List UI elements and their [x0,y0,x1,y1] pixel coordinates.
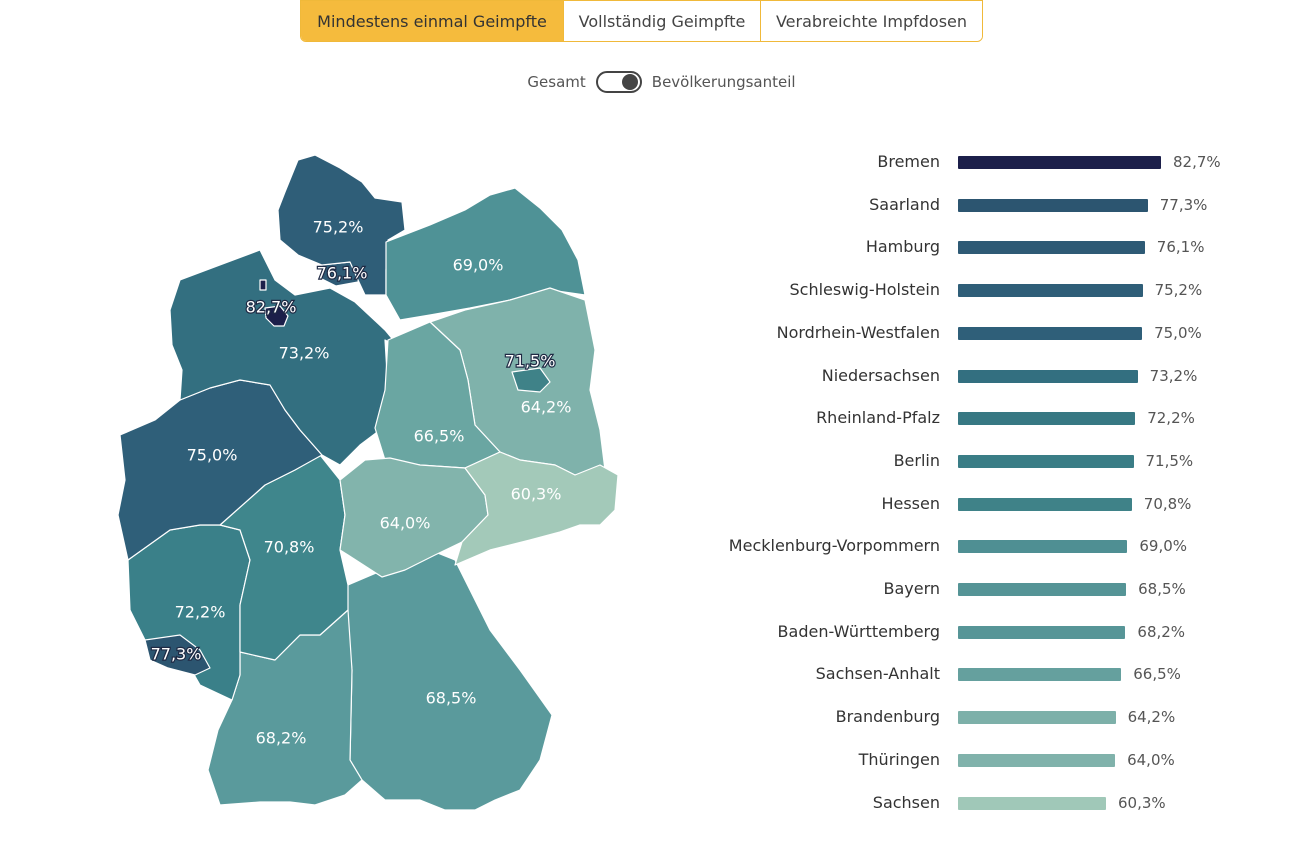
tab-verabreichte-impfdosen[interactable]: Verabreichte Impfdosen [760,1,982,41]
bar-row[interactable]: Brandenburg 64,2% [700,707,1260,727]
bar-category-label: Brandenburg [835,707,940,727]
bar[interactable] [958,198,1148,212]
bar-row[interactable]: Rheinland-Pfalz 72,2% [700,408,1260,428]
map-label-berlin: 71,5% [505,352,556,371]
map-label-hamburg: 76,1% [317,264,368,283]
bar-value-label: 69,0% [1139,537,1188,556]
bar-category-label: Sachsen-Anhalt [815,664,940,684]
map-label-brandenburg: 64,2% [521,398,572,417]
map-label-bremen: 82,7% [246,298,297,317]
bar[interactable] [958,583,1127,596]
bar-row[interactable]: Niedersachsen 73,2% [700,366,1260,386]
bar[interactable] [958,241,1145,255]
map-label-mecklenburg-vorpommern: 69,0% [453,256,504,275]
bar-row[interactable]: Nordrhein-Westfalen 75,0% [700,323,1260,343]
display-mode-switch[interactable] [595,71,642,93]
bar-category-label: Rheinland-Pfalz [816,408,940,428]
bar-category-label: Mecklenburg-Vorpommern [728,536,940,556]
map-label-thueringen: 64,0% [380,514,431,533]
tab-mindestens-einmal-geimpfte[interactable]: Mindestens einmal Geimpfte [301,1,563,41]
bar[interactable] [958,796,1107,810]
bar-row[interactable]: Berlin 71,5% [700,451,1260,471]
bar[interactable] [958,540,1128,554]
bar-row[interactable]: Mecklenburg-Vorpommern 69,0% [700,536,1260,556]
bar-category-label: Hessen [881,493,940,513]
bar-value-label: 60,3% [1118,793,1166,812]
bar-value-label: 71,5% [1145,451,1194,470]
metric-tab-bar: Mindestens einmal Geimpfte Vollständig G… [300,0,983,42]
map-region-niedersachsen[interactable] [169,249,401,466]
bar[interactable] [958,412,1136,426]
map-label-bayern: 68,5% [426,689,477,708]
bar-row[interactable]: Sachsen 60,3% [700,793,1260,813]
map-label-sachsen-anhalt: 66,5% [414,427,465,446]
bar-value-label: 75,0% [1154,323,1202,342]
map-label-hessen: 70,8% [264,538,315,557]
bar-row[interactable]: Baden-Württemberg 68,2% [700,622,1260,642]
bar[interactable] [958,284,1143,298]
map-region-bayern[interactable] [344,549,553,811]
bar-category-label: Bayern [883,579,940,598]
bar-value-label: 68,5% [1138,580,1186,598]
bar-row[interactable]: Sachsen-Anhalt 66,5% [700,664,1260,684]
switch-knob [621,74,638,90]
bar-value-label: 77,3% [1159,195,1208,214]
map-label-rheinland-pfalz: 72,2% [175,603,226,622]
bar-row[interactable]: Bayern 68,5% [700,579,1260,599]
bar-row[interactable]: Hamburg 76,1% [700,237,1260,257]
bar-value-label: 82,7% [1173,153,1221,171]
bar-row[interactable]: Thüringen 64,0% [700,750,1260,770]
bar[interactable] [958,625,1126,639]
map-region-mecklenburg-vorpommern[interactable] [385,187,586,321]
bar-value-label: 66,5% [1133,665,1181,684]
bar[interactable] [958,711,1116,725]
toggle-label-bevoelkerungsanteil: Bevölkerungsanteil [651,73,796,91]
bar[interactable] [958,668,1122,682]
bar-category-label: Sachsen [872,792,940,812]
map-region-saarland[interactable] [144,634,211,676]
bar-value-label: 64,0% [1127,750,1175,769]
germany-choropleth-map: 75,2% 76,1% 82,7% 73,2% 69,0% 71,5% 64,2… [117,154,619,811]
bar-value-label: 68,2% [1137,622,1186,641]
bar-category-label: Niedersachsen [821,365,940,385]
bar-category-label: Hamburg [865,237,940,257]
map-region-bremerhaven[interactable] [259,279,267,291]
bar-value-label: 64,2% [1127,708,1176,727]
bar-category-label: Berlin [893,450,940,470]
bar-category-label: Thüringen [858,749,940,769]
map-region-sachsen[interactable] [454,451,619,566]
bar[interactable] [958,497,1132,511]
bar-category-label: Schleswig-Holstein [789,280,940,300]
map-label-schleswig-holstein: 75,2% [313,218,364,237]
bar-value-label: 73,2% [1149,366,1198,385]
bar-value-label: 75,2% [1154,281,1203,300]
bar[interactable] [958,369,1138,383]
toggle-label-gesamt: Gesamt [527,73,586,91]
bar-row[interactable]: Schleswig-Holstein 75,2% [700,280,1260,300]
map-label-baden-wuerttemberg: 68,2% [256,729,307,748]
tab-vollstaendig-geimpfte[interactable]: Vollständig Geimpfte [563,1,760,41]
bar[interactable] [958,753,1116,767]
bar[interactable] [958,454,1134,468]
bar-row[interactable]: Hessen 70,8% [700,494,1260,514]
bar[interactable] [958,156,1161,169]
map-region-berlin[interactable] [511,367,551,393]
map-region-bremen[interactable] [264,305,289,327]
bar-category-label: Bremen [877,152,940,171]
bar-value-label: 76,1% [1156,238,1205,257]
map-label-saarland: 77,3% [151,645,202,664]
map-label-sachsen: 60,3% [511,485,562,504]
bar-category-label: Baden-Württemberg [777,621,940,641]
bar-value-label: 70,8% [1143,494,1192,513]
bar-row[interactable]: Saarland 77,3% [700,195,1260,215]
display-mode-toggle-row: Gesamt Bevölkerungsanteil [0,67,1301,97]
bar-value-label: 72,2% [1147,409,1195,428]
bar-category-label: Nordrhein-Westfalen [776,322,940,342]
bar-category-label: Saarland [869,194,940,214]
map-label-niedersachsen: 73,2% [279,344,330,363]
bar[interactable] [958,326,1143,340]
bar-row[interactable]: Bremen 82,7% [700,152,1260,172]
map-label-nordrhein-westfalen: 75,0% [187,446,238,465]
